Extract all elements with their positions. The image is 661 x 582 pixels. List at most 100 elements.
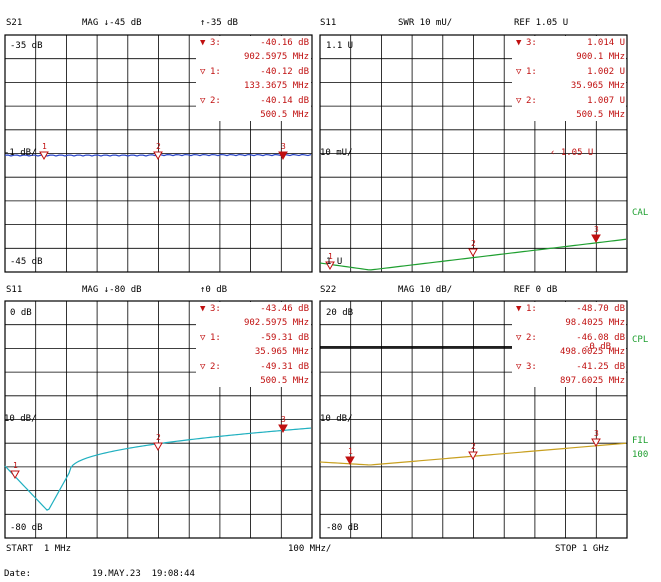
marker-value: -43.46 dB [260,304,309,314]
s11mag-marker-1-icon [10,470,20,480]
s22-marker-2-number: 2 [471,442,476,451]
marker-id: 3: [210,304,221,314]
marker-frequency: 500.5 MHz [260,110,309,120]
span-per-div: 100 MHz/ [288,544,332,554]
marker-frequency: 35.965 MHz [570,81,625,91]
date-value: 19.MAY.23 19:08:44 [92,569,195,579]
marker-id: 1: [210,67,221,77]
marker-icon: ▽ [516,333,522,343]
marker-icon: ▽ [200,67,206,77]
marker-value: -49.31 dB [260,362,309,372]
s11swr-marker-2-number: 2 [471,239,476,248]
s11mag-marker-1-number: 1 [13,461,18,470]
s11mag-marker-3-number: 3 [281,415,286,424]
s11mag-bottom-scale: -80 dB [10,523,43,533]
marker-id: 2: [526,96,537,106]
marker-frequency: 902.5975 MHz [243,52,309,62]
s21-ref-label: ↑-35 dB [200,18,238,28]
s22-readout-mask [512,302,626,387]
marker-frequency: 98.4025 MHz [565,318,625,328]
s11swr-readout-mask [512,36,626,121]
marker-icon: ▽ [516,362,522,372]
s22-marker-2-icon [468,451,478,461]
marker-value: -40.14 dB [260,96,309,106]
s11mag-param-label: S11 [6,285,23,295]
s21-format-label: MAG ↓-45 dB [82,18,142,28]
s11mag-marker-2-icon [153,442,163,452]
marker-value: 1.002 U [587,67,625,77]
s11swr-trace [319,238,627,271]
cal-label: CAL [632,208,649,218]
s11mag-marker-2-number: 2 [156,433,161,442]
s22-marker-3-icon [591,438,601,448]
s21-readout-mask [196,36,311,121]
marker-frequency: 900.1 MHz [576,52,625,62]
marker-frequency: 897.6025 MHz [559,376,625,386]
marker-id: 2: [210,362,221,372]
s11mag-ref-label: ↑0 dB [200,285,228,295]
s11swr-marker-3-number: 3 [594,225,599,234]
s11mag-marker-3-icon [278,424,288,434]
s21-marker-1-icon [39,151,49,161]
marker-frequency: 133.3675 MHz [243,81,309,91]
s22-bottom-scale: -80 dB [326,523,359,533]
s11swr-scale-per-div: 10 mU/ [320,148,353,158]
marker-frequency: 500.5 MHz [576,110,625,120]
marker-id: 3: [526,38,537,48]
marker-id: 1: [210,333,221,343]
s21-scale-per-div: -1 dB/ [4,148,37,158]
marker-icon: ▽ [200,333,206,343]
s11swr-marker-3-icon [591,234,601,244]
active-marker-icon: ▼ [516,38,522,48]
date-label: Date: [4,569,32,579]
marker-id: 1: [526,304,537,314]
s11mag-top-scale: 0 dB [10,308,32,318]
marker-value: -59.31 dB [260,333,309,343]
start-frequency: START 1 MHz [6,544,72,554]
s21-marker-2-icon [153,151,163,161]
s22-marker-1-number: 1 [348,447,353,456]
s11mag-readout-mask [196,302,311,387]
s11swr-format-label: SWR 10 mU/ [398,18,453,28]
marker-icon: ▽ [516,96,522,106]
s22-top-scale: 20 dB [326,308,354,318]
marker-value: -48.70 dB [576,304,625,314]
fil-value: 100 [632,450,649,460]
s21-marker-1-number: 1 [42,142,47,151]
s21-marker-2-number: 2 [156,142,161,151]
s11swr-ref-label: REF 1.05 U [514,18,569,28]
s11swr-marker-2-icon [468,248,478,258]
active-marker-icon: ▼ [200,304,206,314]
fil-label: FIL [632,436,649,446]
s11swr-marker-1-number: 1 [328,252,333,261]
cpl-label: CPL [632,335,649,345]
s11swr-marker-1-icon [325,261,335,271]
s21-top-scale: -35 dB [10,41,43,51]
marker-id: 2: [210,96,221,106]
s11swr-ref-indicator: ‹ 1.05 U [550,148,594,158]
marker-value: -41.25 dB [576,362,625,372]
s11swr-param-label: S11 [320,18,337,28]
s21-marker-3-icon [278,151,288,161]
marker-value: -40.12 dB [260,67,309,77]
s22-marker-1-icon [345,456,355,466]
marker-frequency: 902.5975 MHz [243,318,309,328]
s11mag-scale-per-div: 10 dB/ [4,414,37,424]
s22-format-label: MAG 10 dB/ [398,285,453,295]
marker-frequency: 500.5 MHz [260,376,309,386]
marker-value: 1.014 U [587,38,625,48]
marker-icon: ▽ [200,96,206,106]
marker-id: 1: [526,67,537,77]
s22-scale-per-div: 10 dB/ [320,414,353,424]
s11swr-bottom-scale: 1 U [326,257,343,267]
s21-marker-3-number: 3 [281,142,286,151]
s22-param-label: S22 [320,285,337,295]
s21-param-label: S21 [6,18,23,28]
marker-value: -40.16 dB [260,38,309,48]
marker-icon: ▽ [516,67,522,77]
marker-icon: ▽ [200,362,206,372]
s21-bottom-scale: -45 dB [10,257,43,267]
marker-frequency: 498.0025 MHz [559,347,625,357]
s22-ref-label: REF 0 dB [514,285,558,295]
